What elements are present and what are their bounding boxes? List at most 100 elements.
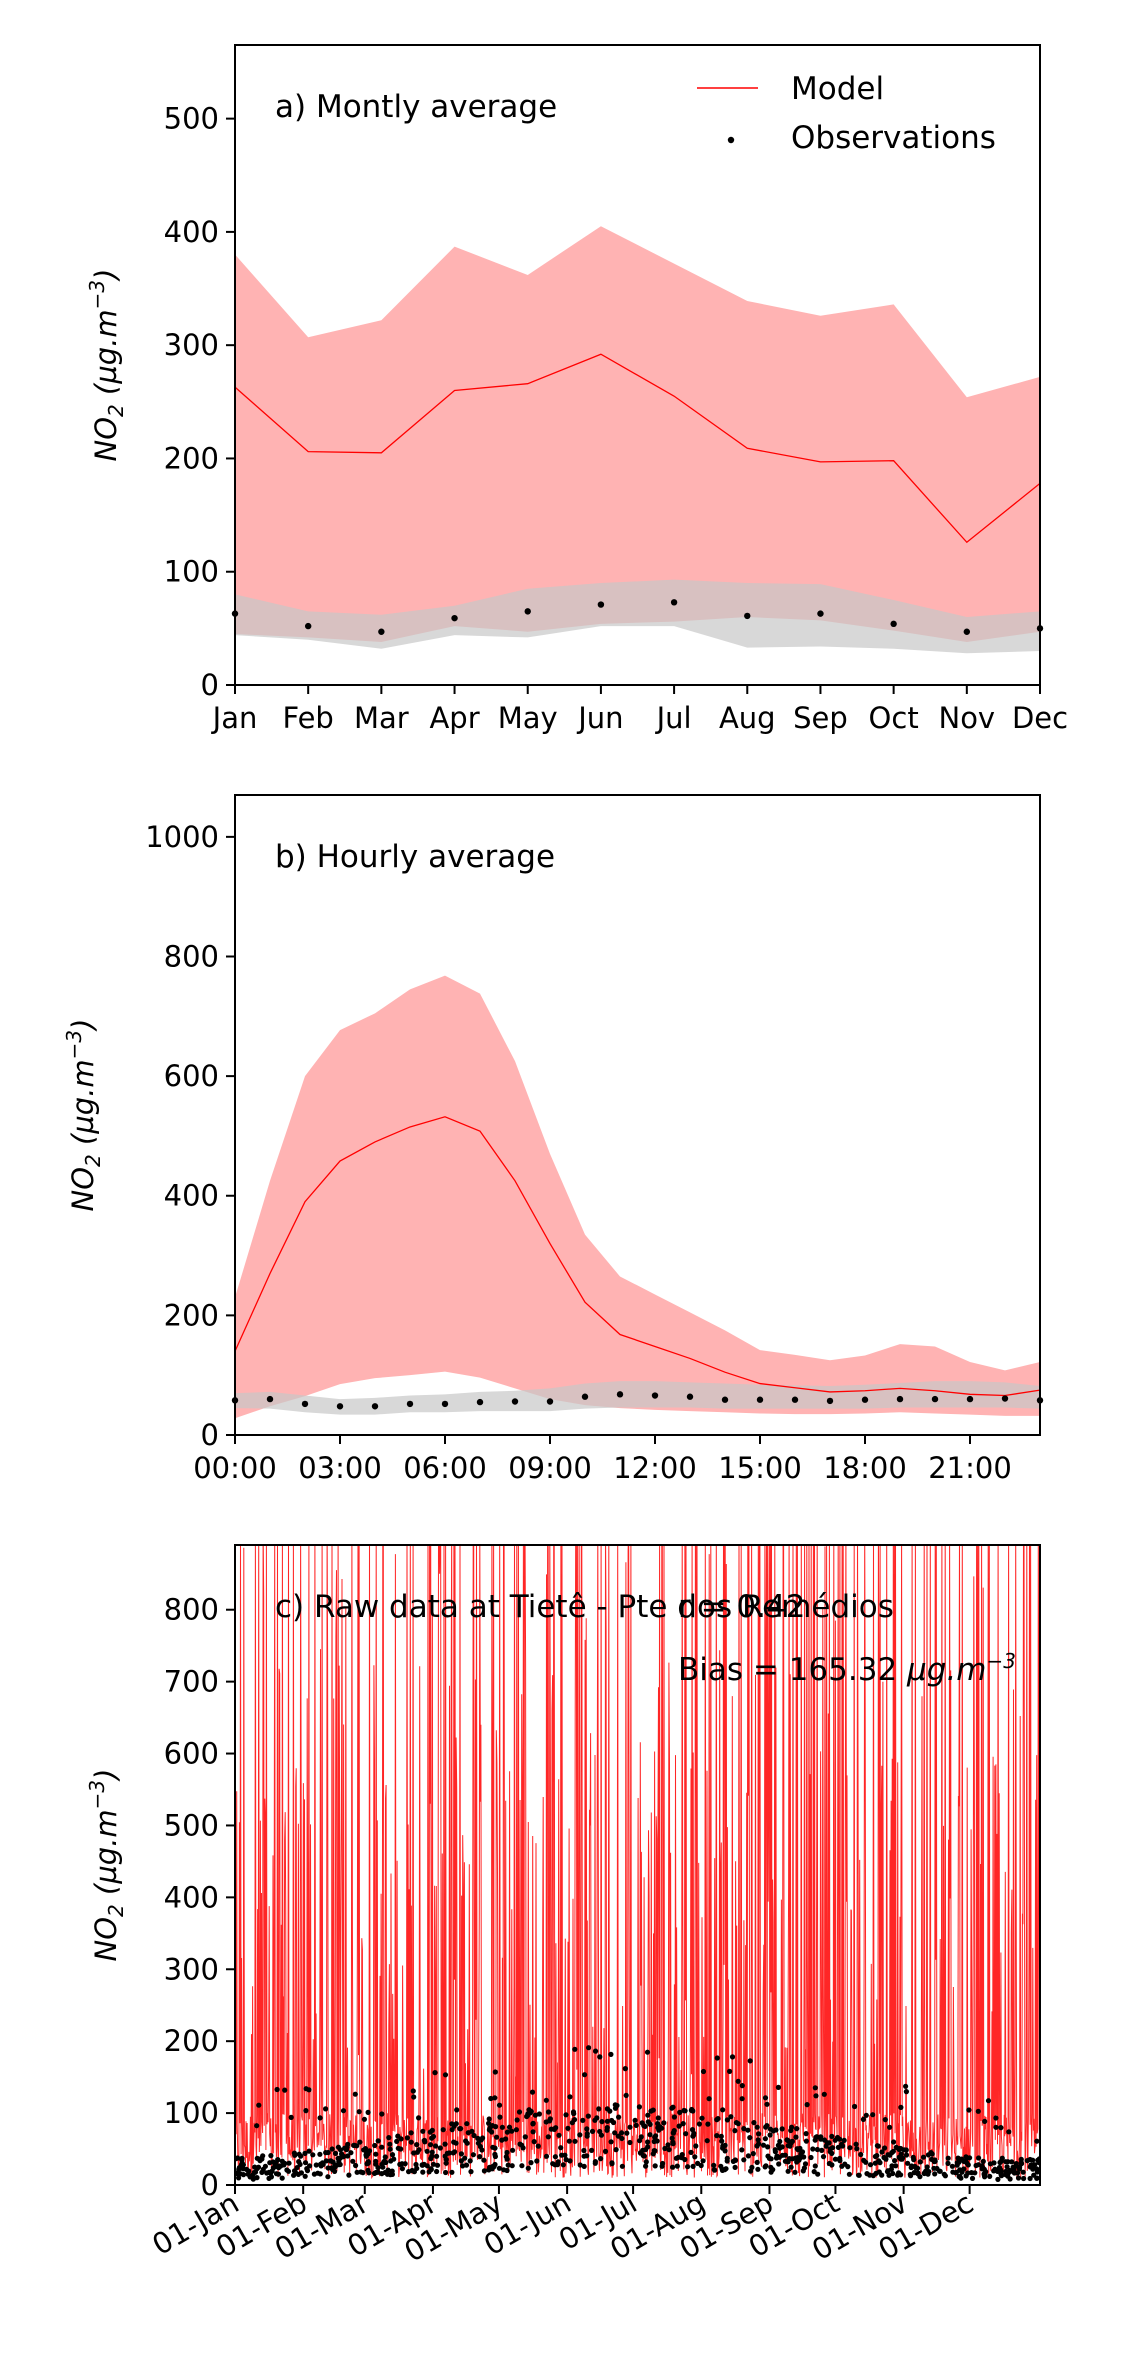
observation-point xyxy=(829,2133,835,2139)
observation-point xyxy=(964,2160,970,2166)
observation-point xyxy=(341,2153,347,2160)
observation-point xyxy=(585,2113,591,2119)
observation-point xyxy=(353,2162,359,2169)
observation-point xyxy=(524,608,531,615)
observation-point xyxy=(379,2111,385,2117)
observation-point xyxy=(641,2153,647,2159)
observation-point xyxy=(577,2162,583,2168)
observation-point xyxy=(652,2163,658,2169)
observation-point xyxy=(804,2102,810,2108)
observation-point xyxy=(903,2089,910,2095)
observation-point xyxy=(777,2145,783,2151)
observation-point xyxy=(735,2078,741,2084)
observation-point xyxy=(372,2142,378,2149)
observation-point xyxy=(453,2140,459,2146)
observation-point xyxy=(560,2162,566,2168)
observation-point xyxy=(409,2167,415,2174)
y-tick-label: 600 xyxy=(164,1737,219,1771)
x-tick-label: Sep xyxy=(793,701,848,735)
y-tick-label: 500 xyxy=(164,1808,219,1842)
observation-point xyxy=(886,2172,892,2178)
observation-point xyxy=(774,2153,780,2159)
observation-point xyxy=(596,2106,602,2112)
observation-point xyxy=(669,2135,675,2141)
observation-point xyxy=(863,2112,869,2118)
observation-point xyxy=(982,2118,988,2124)
observation-point xyxy=(291,2150,297,2156)
observation-point xyxy=(826,2160,833,2167)
observation-point xyxy=(985,2098,992,2104)
observation-point xyxy=(792,2169,798,2175)
panel-a-title: a) Montly average xyxy=(275,89,557,125)
observation-point xyxy=(534,2158,540,2164)
observation-point xyxy=(481,2168,487,2174)
observation-point xyxy=(688,2149,694,2155)
observation-point xyxy=(452,2149,458,2155)
observation-point xyxy=(340,2108,347,2114)
y-tick-label: 0 xyxy=(201,2168,219,2202)
observation-point xyxy=(592,2117,598,2123)
observation-point xyxy=(416,2147,422,2153)
observation-point xyxy=(577,2132,583,2138)
observation-point xyxy=(550,2161,556,2167)
observation-point xyxy=(589,2128,596,2134)
observation-point xyxy=(558,2145,564,2151)
observation-point xyxy=(449,2127,455,2133)
observation-point xyxy=(427,2142,434,2148)
y-tick-label: 0 xyxy=(201,1418,219,1452)
observation-point xyxy=(571,2117,578,2123)
observation-point xyxy=(936,2168,943,2174)
observation-point xyxy=(491,2164,497,2170)
observation-point xyxy=(900,2155,906,2161)
observation-point xyxy=(555,2159,561,2165)
y-tick-label: 500 xyxy=(164,102,219,136)
observation-point xyxy=(414,2165,420,2171)
observation-point xyxy=(767,2132,773,2138)
model-line xyxy=(234,353,1041,544)
observation-point xyxy=(406,1400,414,1408)
observation-point xyxy=(700,2158,706,2164)
observation-point xyxy=(275,2171,282,2177)
observation-point xyxy=(958,2156,965,2162)
observation-point xyxy=(387,2146,393,2152)
observation-point xyxy=(776,2161,782,2167)
observation-point xyxy=(633,2122,639,2128)
observation-point xyxy=(756,1396,764,1403)
observation-point xyxy=(302,2150,308,2156)
observation-point xyxy=(840,2143,846,2149)
observation-point xyxy=(820,2154,827,2160)
observation-point xyxy=(420,2169,426,2175)
observation-point xyxy=(476,1398,484,1406)
observation-point xyxy=(647,2121,653,2127)
observation-point xyxy=(411,2094,417,2100)
observation-point xyxy=(870,2112,876,2118)
x-tick-label: Oct xyxy=(869,701,919,735)
observation-point xyxy=(464,2121,470,2127)
observation-point xyxy=(424,2163,430,2169)
observation-point xyxy=(565,2125,571,2131)
observation-point xyxy=(727,2068,733,2074)
observation-point xyxy=(711,2162,717,2168)
observation-point xyxy=(661,2120,667,2126)
observation-point xyxy=(925,2152,932,2158)
observation-point xyxy=(714,2055,720,2061)
observation-point xyxy=(494,2134,500,2140)
observation-point xyxy=(429,2127,435,2133)
observation-point xyxy=(566,2138,572,2144)
observation-point xyxy=(296,2159,302,2165)
observation-point xyxy=(267,2160,273,2166)
observation-point xyxy=(402,2161,408,2167)
y-tick-label: 400 xyxy=(164,1179,219,1213)
observation-point xyxy=(852,2103,858,2110)
observation-point xyxy=(879,2172,885,2178)
observation-point xyxy=(987,2161,994,2167)
observation-point xyxy=(301,1400,309,1408)
observation-point xyxy=(597,2054,603,2060)
observation-point xyxy=(365,2160,371,2166)
observation-point xyxy=(274,2086,280,2093)
observation-point xyxy=(612,2130,618,2136)
observation-point xyxy=(1001,1395,1009,1402)
observation-point xyxy=(779,2126,785,2132)
observation-point xyxy=(754,2124,760,2130)
observation-point xyxy=(286,2160,292,2166)
